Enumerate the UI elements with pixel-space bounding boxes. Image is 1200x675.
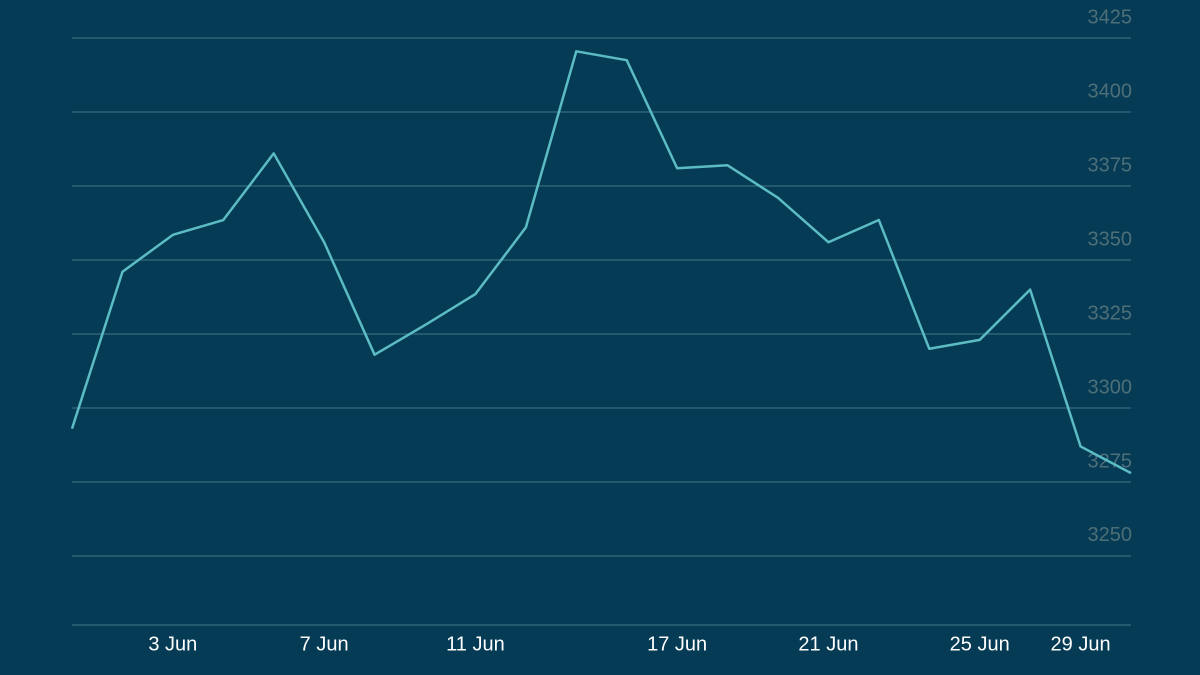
x-tick-label: 17 Jun [647, 633, 707, 655]
y-tick-label: 3350 [1088, 228, 1133, 250]
x-tick-label: 25 Jun [950, 633, 1010, 655]
x-tick-label: 3 Jun [148, 633, 197, 655]
y-tick-label: 3425 [1088, 6, 1133, 28]
y-tick-label: 3400 [1088, 80, 1133, 102]
x-tick-label: 21 Jun [798, 633, 858, 655]
x-tick-label: 7 Jun [300, 633, 349, 655]
y-tick-label: 3325 [1088, 302, 1133, 324]
y-tick-label: 3375 [1088, 154, 1133, 176]
x-tick-label: 11 Jun [446, 633, 505, 655]
y-tick-label: 3300 [1088, 376, 1133, 398]
x-tick-label: 29 Jun [1051, 633, 1111, 655]
y-tick-label: 3250 [1088, 524, 1133, 546]
line [70, 50, 1132, 475]
